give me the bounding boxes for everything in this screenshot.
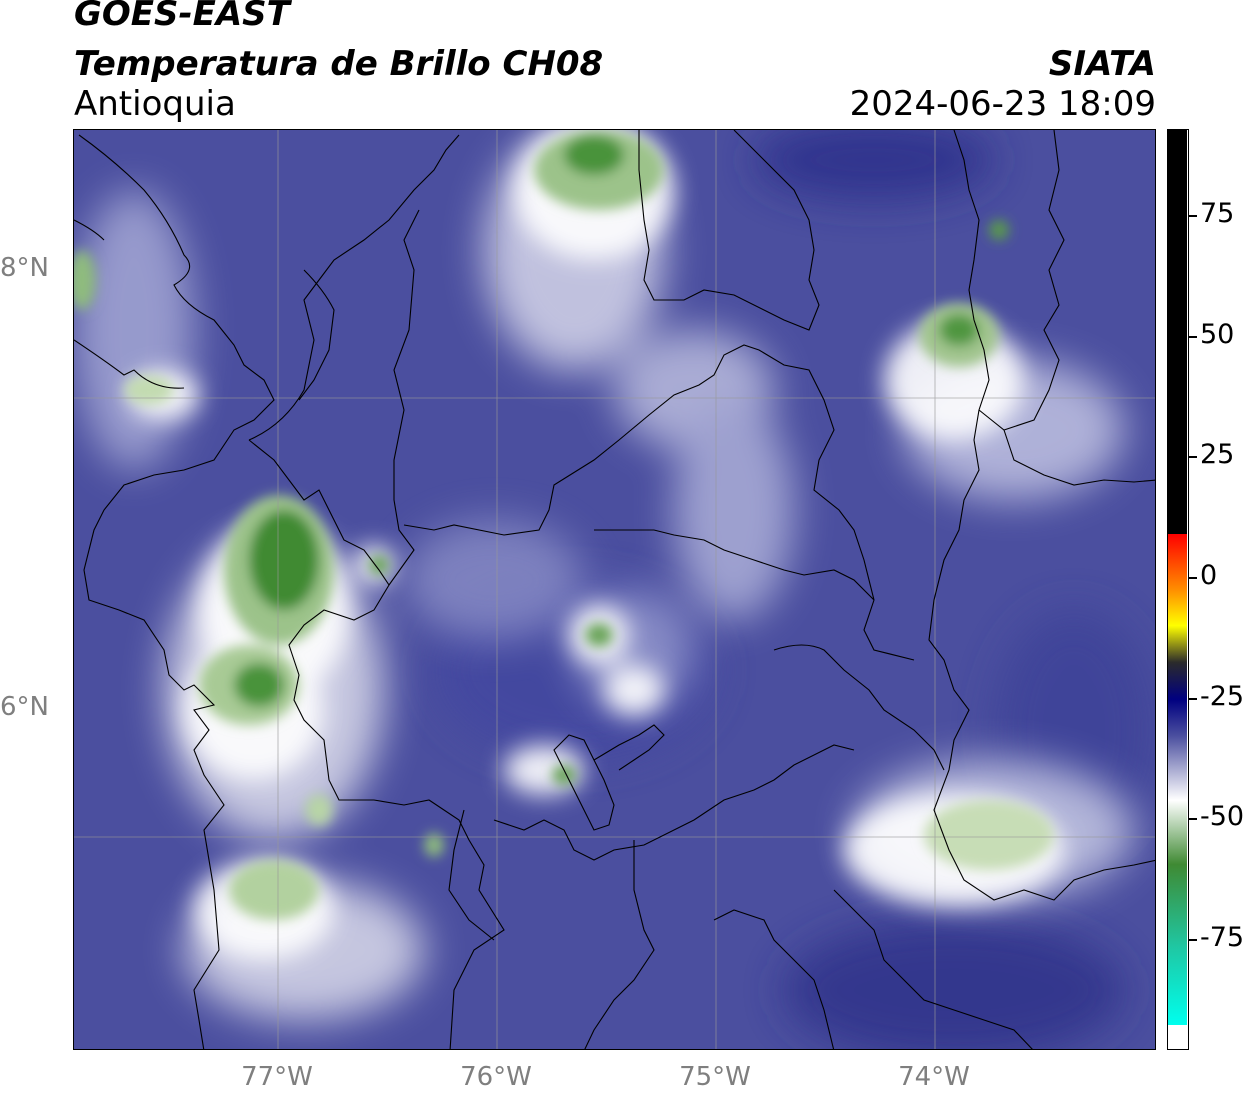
map-graphic [74, 130, 1155, 1049]
colorbar-tick-minus25 [1189, 698, 1197, 700]
organization-label: SIATA [1048, 44, 1156, 84]
colorbar-label-50: 50 [1200, 319, 1235, 350]
colorbar-tick-minus50 [1189, 818, 1197, 820]
colorbar-tick-minus75 [1189, 939, 1197, 941]
lat-label-8n: 8°N [0, 253, 49, 283]
satellite-map [73, 129, 1156, 1050]
lon-label-74w: 74°W [898, 1062, 970, 1092]
colorbar-tick-75 [1189, 215, 1197, 217]
colorbar-gradient [1168, 130, 1187, 1048]
lat-label-6n: 6°N [0, 692, 49, 722]
colorbar-label-75: 75 [1200, 198, 1235, 229]
colorbar-tick-0 [1189, 577, 1197, 579]
colorbar-tick-50 [1189, 336, 1197, 338]
lon-label-76w: 76°W [460, 1062, 532, 1092]
colorbar-label-minus50: -50 [1200, 801, 1245, 832]
lon-label-75w: 75°W [679, 1062, 751, 1092]
colorbar-tick-25 [1189, 456, 1197, 458]
colorbar-label-0: 0 [1200, 560, 1218, 591]
colorbar-label-25: 25 [1200, 439, 1235, 470]
title-line1: GOES-EAST [74, 0, 290, 34]
region-label: Antioquia [74, 84, 236, 124]
lon-label-77w: 77°W [241, 1062, 313, 1092]
colorbar-label-minus75: -75 [1200, 922, 1245, 953]
timestamp: 2024-06-23 18:09 [849, 84, 1156, 124]
title-line2: Temperatura de Brillo CH08 [74, 44, 604, 84]
colorbar-label-minus25: -25 [1200, 681, 1245, 712]
colorbar [1167, 129, 1189, 1050]
